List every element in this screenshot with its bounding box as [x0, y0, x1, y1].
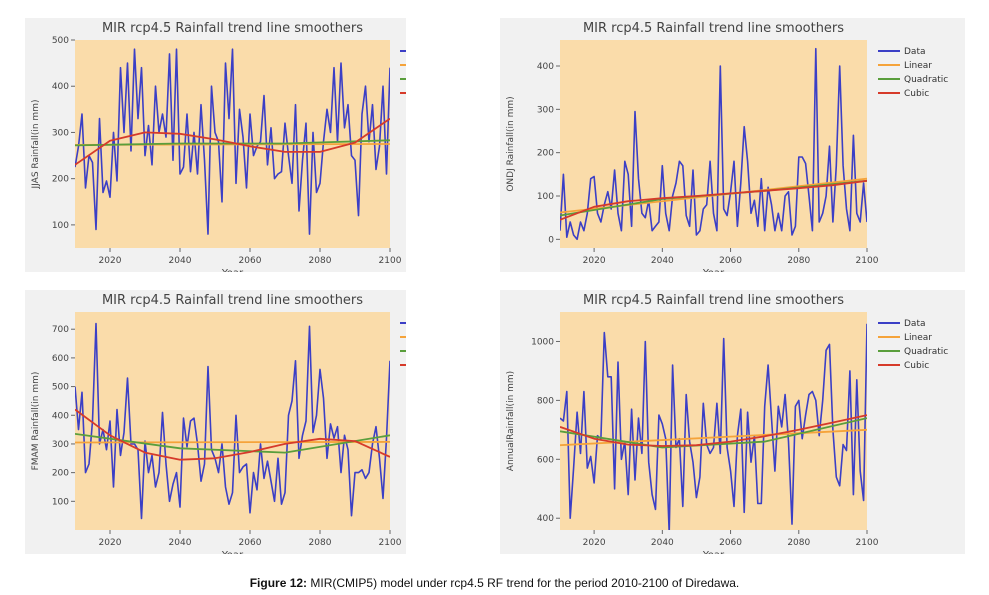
chart-panel-ondj: MIR rcp4.5 Rainfall trend line smoothers…	[500, 18, 965, 272]
y-tick-label: 600	[537, 455, 554, 465]
y-tick-label: 100	[52, 497, 69, 507]
chart-ondj: MIR rcp4.5 Rainfall trend line smoothers…	[506, 21, 948, 272]
legend-label: Quadratic	[904, 347, 948, 357]
series-data-line	[560, 323, 867, 530]
x-tick-label: 2040	[169, 256, 192, 266]
y-axis-label: JJAS Rainfall(in mm)	[31, 100, 41, 190]
legend-label: Quadratic	[904, 75, 948, 85]
x-axis-label: Year	[221, 268, 244, 272]
x-tick-label: 2080	[309, 538, 332, 548]
series-cubic-line	[75, 408, 390, 461]
x-tick-label: 2100	[379, 538, 402, 548]
y-axis-label: FMAM Rainfall(in mm)	[31, 372, 41, 471]
legend-label: Linear	[904, 61, 932, 71]
chart-title: MIR rcp4.5 Rainfall trend line smoothers	[583, 293, 844, 308]
chart-jjas: MIR rcp4.5 Rainfall trend line smoothers…	[31, 21, 406, 272]
figure-caption: Figure 12: MIR(CMIP5) model under rcp4.5…	[0, 576, 989, 590]
x-axis-label: Year	[221, 550, 244, 554]
series-cubic-line	[560, 179, 867, 221]
x-tick-label: 2080	[309, 256, 332, 266]
legend-label: Linear	[904, 333, 932, 343]
series-data-line	[560, 47, 867, 241]
x-tick-label: 2100	[379, 256, 402, 266]
x-tick-label: 2100	[856, 538, 879, 548]
x-tick-label: 2020	[99, 538, 122, 548]
y-tick-label: 0	[548, 235, 554, 245]
x-tick-label: 2060	[719, 256, 742, 266]
y-tick-label: 500	[52, 36, 69, 46]
legend-label: Cubic	[904, 89, 929, 99]
x-tick-label: 2080	[787, 256, 810, 266]
y-tick-label: 700	[52, 325, 69, 335]
x-tick-label: 2040	[169, 538, 192, 548]
y-tick-label: 400	[537, 514, 554, 524]
series-linear-line	[560, 428, 867, 447]
chart-panel-jjas: MIR rcp4.5 Rainfall trend line smoothers…	[25, 18, 406, 272]
y-tick-label: 600	[52, 354, 69, 364]
y-tick-label: 800	[537, 396, 554, 406]
y-tick-label: 100	[537, 192, 554, 202]
y-axis-label: AnnualRainfall(in mm)	[506, 371, 516, 471]
x-axis-label: Year	[702, 550, 725, 554]
x-tick-label: 2040	[651, 538, 674, 548]
y-axis-label: ONDJ Rainfall(in mm)	[506, 96, 516, 191]
chart-title: MIR rcp4.5 Rainfall trend line smoothers	[102, 21, 363, 36]
caption-label: Figure 12:	[249, 576, 308, 590]
series-quadratic-line	[560, 417, 867, 449]
y-tick-label: 500	[52, 383, 69, 393]
y-tick-label: 300	[537, 105, 554, 115]
x-tick-label: 2100	[856, 256, 879, 266]
x-tick-label: 2020	[583, 538, 606, 548]
legend-label: Cubic	[904, 361, 929, 371]
y-tick-label: 200	[52, 469, 69, 479]
x-tick-label: 2060	[239, 538, 262, 548]
plot-area	[560, 312, 867, 530]
legend-label: Data	[904, 319, 926, 329]
y-tick-label: 200	[52, 175, 69, 185]
series-cubic-line	[560, 414, 867, 447]
y-tick-label: 100	[52, 221, 69, 231]
y-tick-label: 200	[537, 149, 554, 159]
x-tick-label: 2020	[99, 256, 122, 266]
chart-panel-annual: MIR rcp4.5 Rainfall trend line smoothers…	[500, 290, 965, 554]
series-cubic-line	[75, 117, 390, 166]
y-tick-label: 300	[52, 440, 69, 450]
chart-annual: MIR rcp4.5 Rainfall trend line smoothers…	[506, 293, 948, 554]
plot-area	[75, 312, 390, 530]
y-tick-label: 400	[52, 82, 69, 92]
x-tick-label: 2040	[651, 256, 674, 266]
x-tick-label: 2060	[239, 256, 262, 266]
y-tick-label: 300	[52, 128, 69, 138]
y-tick-label: 400	[537, 62, 554, 72]
chart-panel-fmam: MIR rcp4.5 Rainfall trend line smoothers…	[25, 290, 406, 554]
series-data-line	[75, 322, 390, 520]
x-axis-label: Year	[702, 268, 725, 272]
chart-title: MIR rcp4.5 Rainfall trend line smoothers	[102, 293, 363, 308]
caption-text: MIR(CMIP5) model under rcp4.5 RF trend f…	[307, 576, 740, 590]
chart-title: MIR rcp4.5 Rainfall trend line smoothers	[583, 21, 844, 36]
series-quadratic-line	[75, 433, 390, 454]
series-linear-line	[75, 440, 390, 444]
legend-label: Data	[904, 47, 926, 57]
x-tick-label: 2020	[583, 256, 606, 266]
chart-fmam: MIR rcp4.5 Rainfall trend line smoothers…	[31, 293, 406, 554]
x-tick-label: 2080	[787, 538, 810, 548]
y-tick-label: 400	[52, 411, 69, 421]
y-tick-label: 1000	[531, 337, 554, 347]
x-tick-label: 2060	[719, 538, 742, 548]
